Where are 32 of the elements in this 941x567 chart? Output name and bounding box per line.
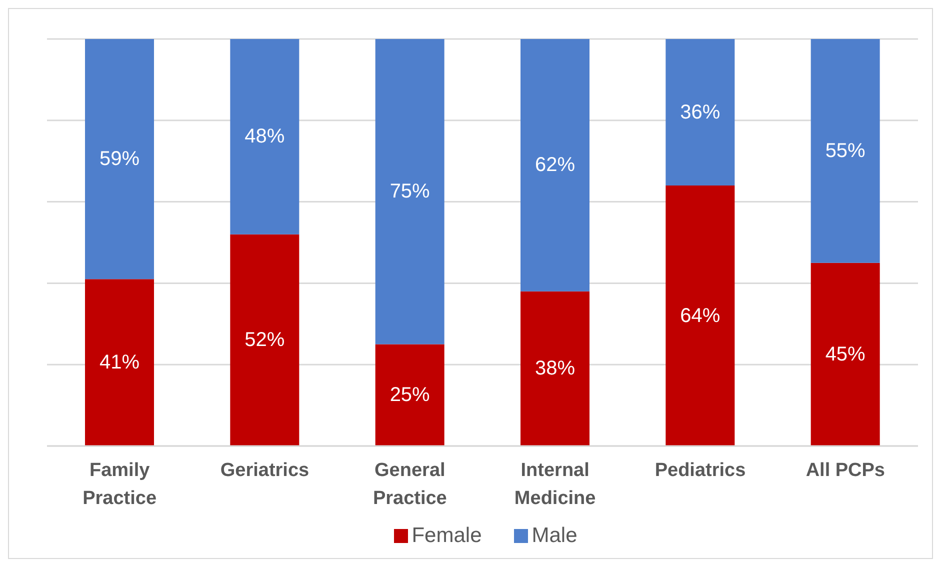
data-label: 38% [534, 358, 576, 380]
data-label: 41% [99, 352, 140, 374]
bar [230, 234, 300, 446]
x-tick-label: Pediatrics [654, 460, 746, 481]
x-tick-label: Family Practice [82, 460, 157, 509]
data-label: 75% [390, 180, 430, 203]
data-label: 45% [825, 343, 866, 366]
bar [375, 344, 444, 446]
bar [85, 279, 154, 446]
data-label: 48% [244, 126, 285, 148]
data-label: 55% [825, 140, 866, 162]
bar [810, 262, 880, 446]
x-tick-label: Geriatrics [220, 460, 310, 481]
bar [85, 39, 154, 280]
data-label: 59% [99, 148, 140, 170]
x-tick-label: General Practice [372, 460, 447, 509]
legend-label: Male [532, 524, 578, 547]
x-tick-label: All PCPs [806, 460, 886, 481]
bar [666, 39, 735, 186]
bar [810, 39, 880, 263]
data-label: 52% [244, 329, 285, 352]
bar [230, 39, 300, 234]
x-tick-label: Internal Medicine [514, 460, 596, 509]
bar [520, 291, 590, 446]
data-label: 64% [680, 304, 720, 327]
data-label: 25% [390, 384, 430, 406]
bar [520, 39, 590, 292]
bar [666, 186, 735, 446]
legend-label: Female [412, 524, 482, 547]
data-label: 62% [534, 154, 576, 176]
data-label: 36% [680, 101, 720, 124]
bar [375, 39, 444, 344]
